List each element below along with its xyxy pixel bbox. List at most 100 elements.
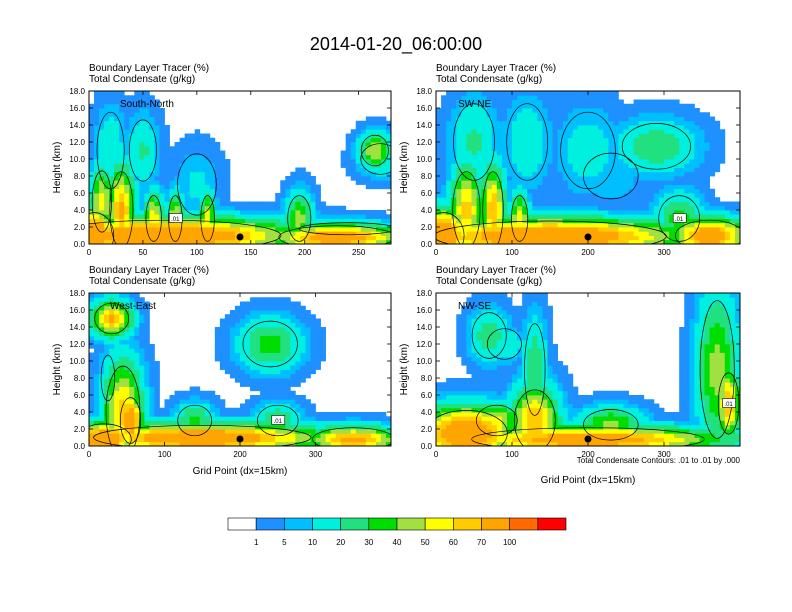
heatmap-cell — [134, 361, 140, 366]
heatmap-cell — [295, 227, 301, 232]
heatmap-cell — [245, 231, 251, 236]
heatmap-cell — [628, 108, 634, 113]
heatmap-cell — [664, 112, 670, 117]
heatmap-cell — [577, 437, 584, 443]
heatmap-cell — [219, 193, 226, 198]
heatmap-cell — [674, 222, 680, 228]
heatmap-cell — [658, 120, 665, 126]
heatmap-cell — [104, 365, 110, 370]
heatmap-cell — [154, 150, 160, 156]
heatmap-cell — [219, 201, 226, 207]
heatmap-cell — [104, 369, 110, 375]
heatmap-cell — [446, 210, 452, 215]
heatmap-cell — [310, 231, 316, 236]
heatmap-cell — [593, 197, 599, 202]
heatmap-cell — [456, 99, 462, 105]
heatmap-cell — [501, 120, 508, 126]
heatmap-cell — [375, 424, 382, 430]
heatmap-cell — [496, 171, 503, 177]
heatmap-cell — [330, 433, 337, 438]
heatmap-cell — [360, 180, 367, 185]
heatmap-cell — [199, 154, 206, 160]
heatmap-cell — [144, 193, 150, 198]
heatmap-cell — [506, 210, 513, 215]
heatmap-cell — [481, 137, 488, 143]
heatmap-cell — [134, 146, 140, 151]
heatmap-cell — [643, 133, 650, 139]
panel-header-line1: Boundary Layer Tracer (%) — [89, 63, 209, 74]
heatmap-cell — [189, 407, 196, 413]
heatmap-cell — [491, 116, 498, 122]
heatmap-cell — [714, 235, 721, 241]
heatmap-cell — [456, 150, 462, 156]
heatmap-cell — [674, 163, 680, 168]
heatmap-cell — [517, 112, 523, 117]
heatmap-cell — [285, 297, 291, 302]
heatmap-cell — [355, 159, 362, 164]
heatmap-cell — [275, 361, 281, 366]
heatmap-cell — [280, 235, 286, 241]
heatmap-cell — [199, 390, 206, 396]
heatmap-cell — [527, 133, 533, 139]
heatmap-cell — [315, 441, 321, 446]
heatmap-cell — [608, 227, 614, 232]
heatmap-cell — [638, 210, 645, 215]
heatmap-cell — [446, 441, 452, 446]
heatmap-cell — [255, 356, 261, 362]
heatmap-cell — [149, 239, 155, 244]
heatmap-cell — [265, 235, 271, 241]
heatmap-cell — [562, 146, 569, 151]
heatmap-cell — [99, 348, 105, 353]
heatmap-cell — [300, 378, 306, 383]
heatmap-cell — [512, 142, 518, 147]
heatmap-cell — [94, 103, 100, 109]
heatmap-cell — [144, 222, 150, 228]
heatmap-cell — [300, 433, 306, 438]
heatmap-cell — [456, 197, 462, 202]
heatmap-cell — [189, 227, 196, 232]
heatmap-cell — [669, 120, 675, 126]
heatmap-cell — [491, 108, 498, 113]
heatmap-cell — [380, 235, 387, 241]
heatmap-cell — [104, 352, 110, 358]
heatmap-cell — [234, 322, 241, 328]
heatmap-cell — [149, 120, 155, 126]
heatmap-cell — [174, 197, 180, 202]
heatmap-cell — [618, 112, 624, 117]
heatmap-cell — [104, 331, 110, 336]
heatmap-cell — [365, 416, 372, 421]
heatmap-cell — [275, 403, 281, 409]
heatmap-cell — [699, 197, 705, 202]
heatmap-cell — [179, 188, 186, 194]
heatmap-cell — [527, 159, 533, 164]
heatmap-cell — [114, 361, 120, 366]
heatmap-cell — [481, 129, 488, 134]
heatmap-cell — [285, 201, 291, 207]
heatmap-cell — [320, 235, 326, 241]
heatmap-cell — [295, 356, 301, 362]
heatmap-cell — [250, 361, 256, 366]
heatmap-cell — [446, 167, 452, 173]
heatmap-cell — [305, 429, 311, 434]
heatmap-cell — [714, 125, 721, 130]
heatmap-cell — [159, 129, 165, 134]
heatmap-cell — [567, 116, 574, 122]
heatmap-cell — [436, 125, 442, 130]
heatmap-cell — [275, 235, 281, 241]
heatmap-cell — [134, 137, 140, 143]
heatmap-cell — [684, 108, 690, 113]
heatmap-cell — [119, 180, 125, 185]
heatmap-cell — [240, 441, 246, 446]
heatmap-cell — [557, 239, 564, 244]
heatmap-cell — [335, 416, 342, 421]
heatmap-cell — [527, 239, 533, 244]
heatmap-cell — [234, 344, 241, 349]
heatmap-cell — [290, 205, 296, 211]
heatmap-cell — [345, 227, 352, 232]
heatmap-cell — [512, 133, 518, 139]
heatmap-cell — [669, 125, 675, 130]
heatmap-cell — [129, 95, 135, 100]
heatmap-cell — [669, 193, 675, 198]
heatmap-cell — [699, 167, 705, 173]
heatmap-cell — [547, 197, 553, 202]
